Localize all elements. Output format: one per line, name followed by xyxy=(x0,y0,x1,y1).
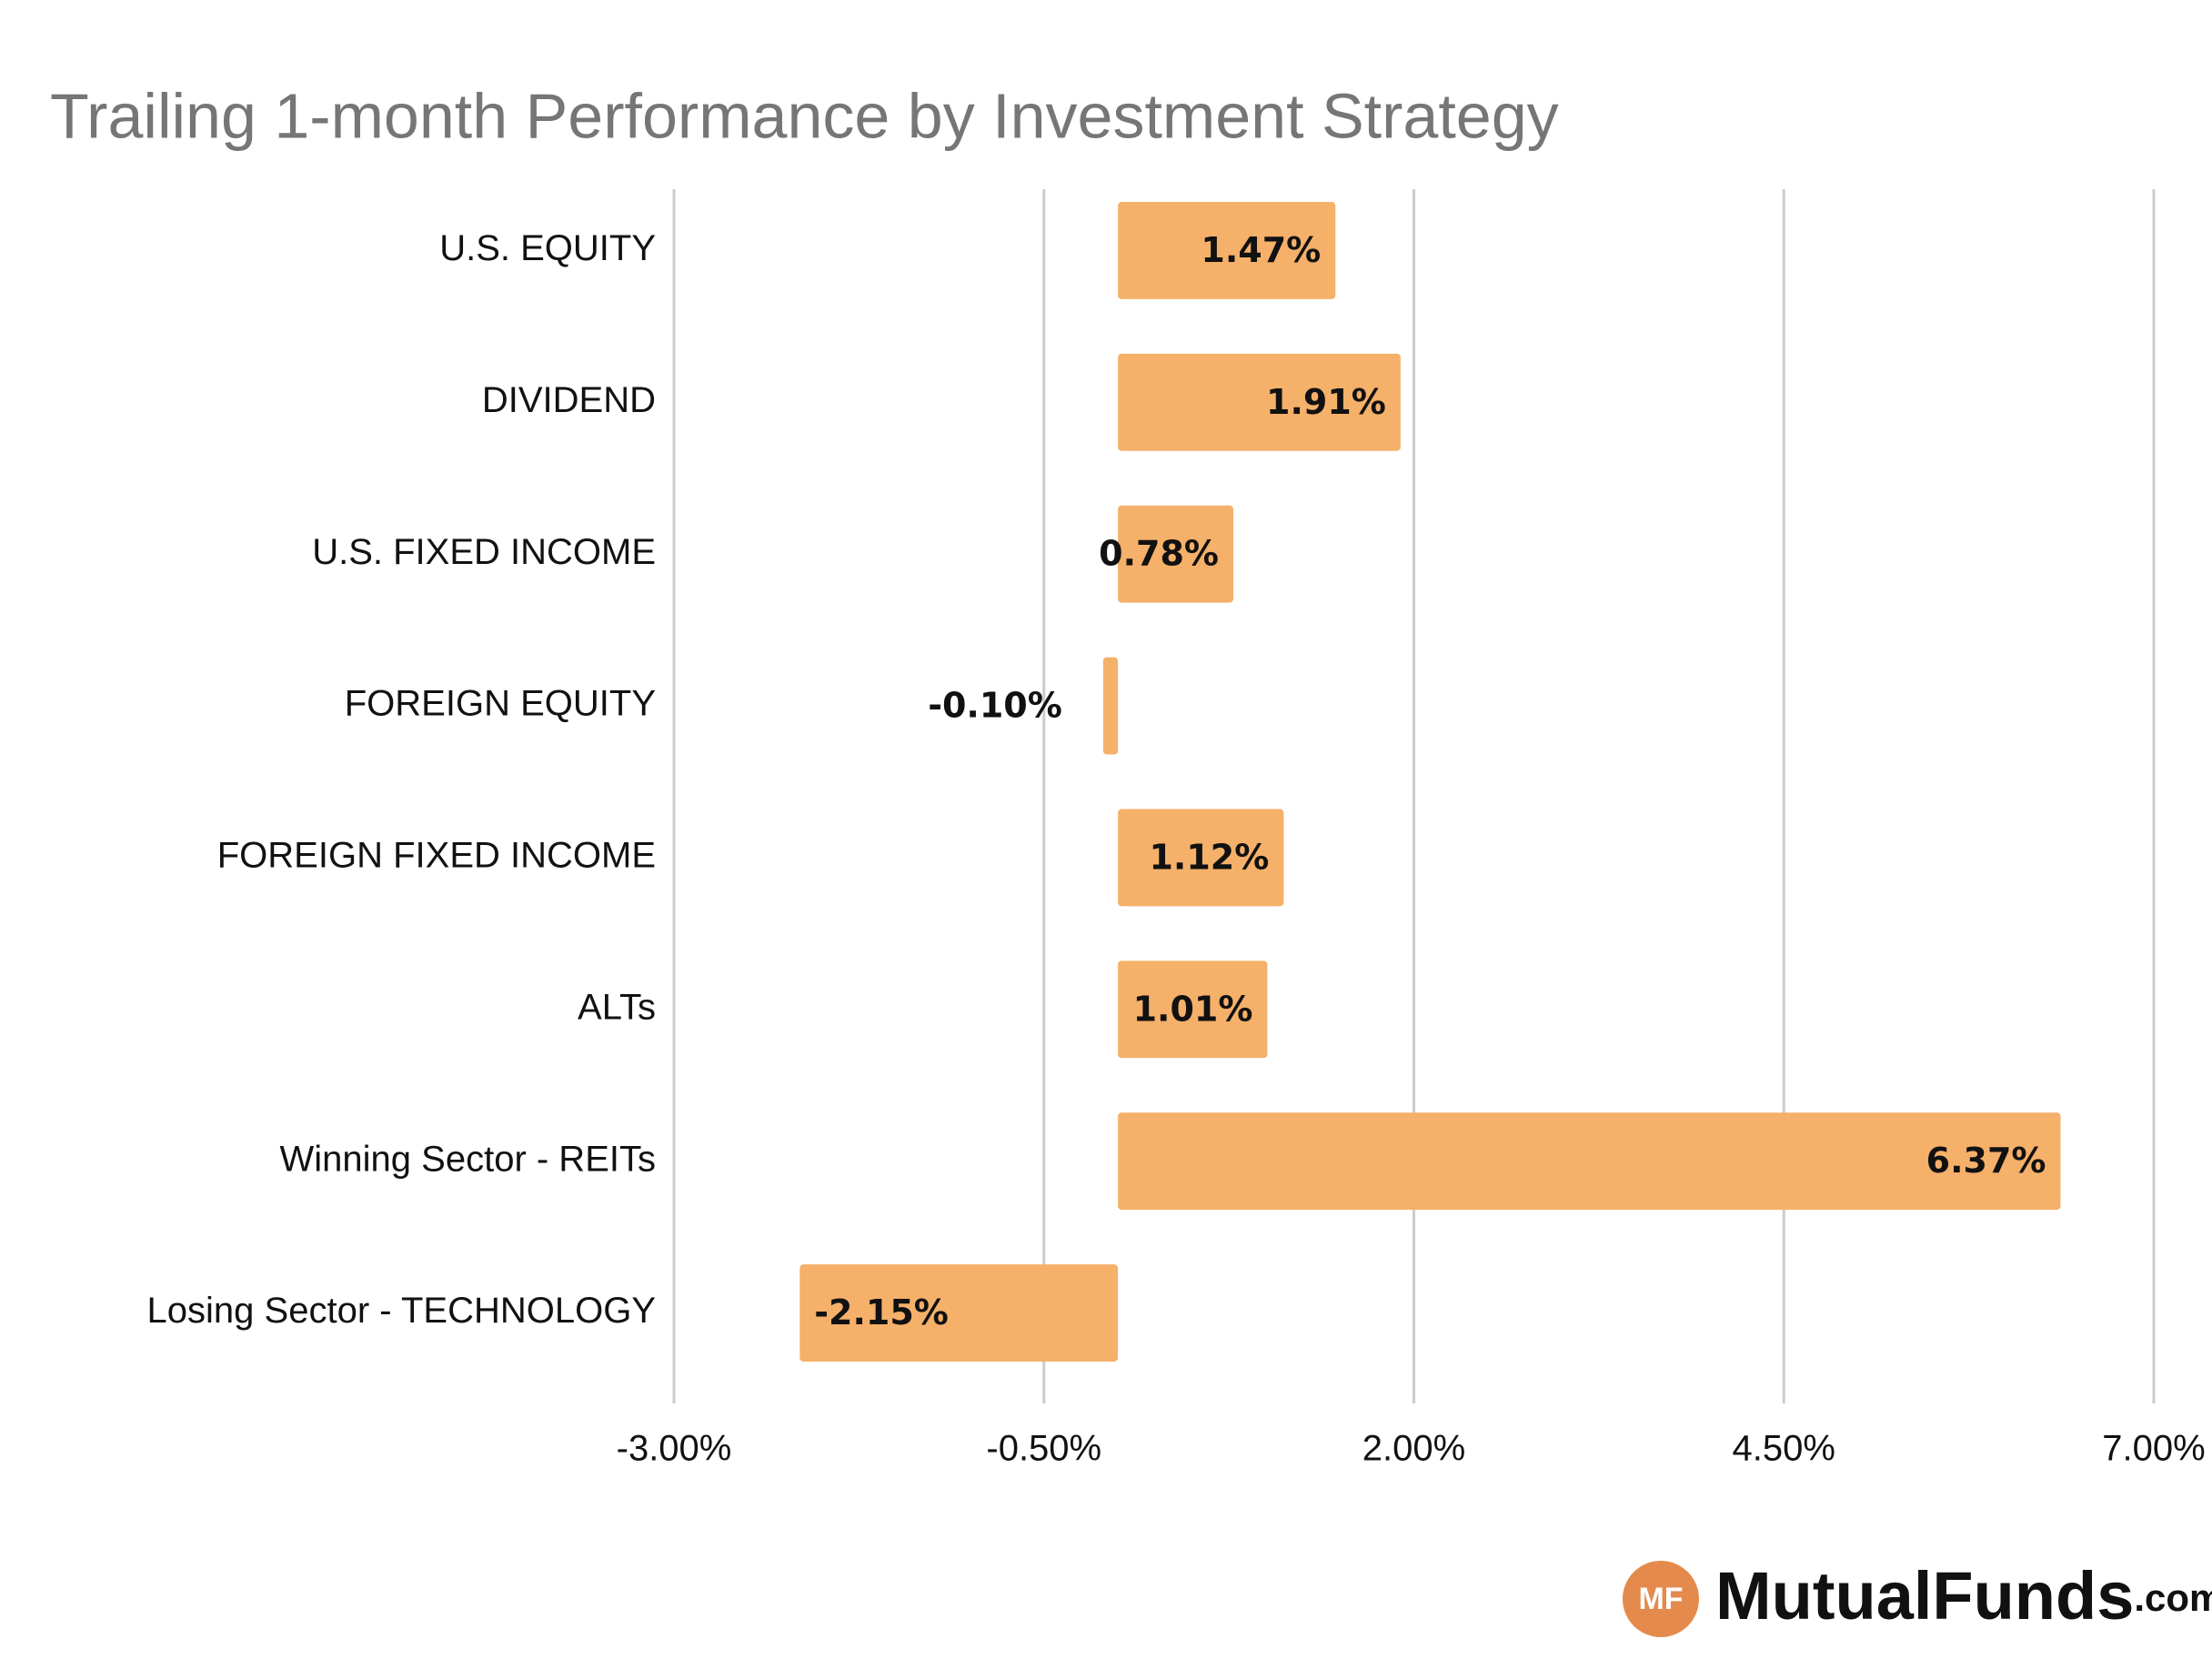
bar xyxy=(1118,353,1401,451)
value-label: -2.15% xyxy=(814,1292,949,1332)
bar xyxy=(1118,809,1284,907)
bar xyxy=(799,1264,1119,1362)
value-label: 1.47% xyxy=(1201,230,1321,270)
y-tick-label: FOREIGN FIXED INCOME xyxy=(217,836,656,876)
logo-name: MutualFunds.com xyxy=(1715,1558,2212,1634)
logo: MF MutualFunds.com xyxy=(1623,1558,2212,1637)
y-tick-label: FOREIGN EQUITY xyxy=(345,684,656,724)
y-tick-label: Losing Sector - TECHNOLOGY xyxy=(147,1291,656,1331)
y-tick-label: DIVIDEND xyxy=(482,380,656,420)
x-tick-label: 4.50% xyxy=(1733,1429,1835,1469)
value-label: -0.10% xyxy=(928,686,1062,726)
y-tick-label: U.S. FIXED INCOME xyxy=(312,532,656,572)
logo-name-text: MutualFunds xyxy=(1715,1558,2134,1634)
y-tick-label: Winning Sector - REITs xyxy=(280,1139,656,1179)
logo-badge xyxy=(1623,1561,1699,1637)
x-tick-label: -3.00% xyxy=(617,1429,732,1469)
bar xyxy=(1102,657,1119,755)
value-label: 1.91% xyxy=(1266,382,1386,422)
x-tick-label: 2.00% xyxy=(1362,1429,1465,1469)
bar xyxy=(1118,1112,2061,1211)
value-label: 1.12% xyxy=(1149,837,1269,877)
x-tick-label: 7.00% xyxy=(2102,1429,2205,1469)
chart-title: Trailing 1-month Performance by Investme… xyxy=(50,80,1559,151)
value-label: 1.01% xyxy=(1133,989,1253,1029)
x-tick-label: -0.50% xyxy=(986,1429,1101,1469)
logo-suffix: .com xyxy=(2134,1576,2212,1619)
bar xyxy=(1118,505,1234,603)
y-tick-label: ALTs xyxy=(578,987,656,1027)
bar xyxy=(1118,960,1268,1059)
value-label: 0.78% xyxy=(1099,534,1219,574)
logo-badge-text: MF xyxy=(1638,1582,1683,1616)
value-label: 6.37% xyxy=(1926,1141,2046,1181)
y-tick-label: U.S. EQUITY xyxy=(439,228,656,268)
bar xyxy=(1118,202,1336,299)
